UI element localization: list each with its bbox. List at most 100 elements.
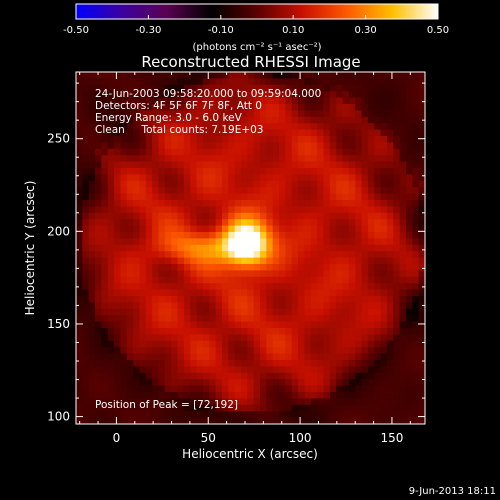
- heatmap-cell: [240, 366, 248, 374]
- heatmap-cell: [285, 276, 293, 284]
- heatmap-cell: [88, 168, 96, 175]
- heatmap-cell: [177, 257, 185, 265]
- heatmap-cell: [202, 193, 210, 201]
- heatmap-cell: [114, 251, 122, 259]
- heatmap-cell: [367, 219, 375, 227]
- heatmap-cell: [329, 257, 337, 265]
- heatmap-cell: [190, 78, 198, 86]
- heatmap-cell: [107, 72, 115, 79]
- heatmap-cell: [145, 276, 153, 284]
- heatmap-cell: [310, 97, 318, 105]
- heatmap-cell: [76, 174, 83, 182]
- heatmap-cell: [228, 212, 236, 220]
- heatmap-cell: [266, 404, 274, 412]
- heatmap-cell: [272, 180, 280, 188]
- heatmap-cell: [209, 321, 217, 329]
- heatmap-cell: [260, 148, 267, 156]
- heatmap-cell: [202, 232, 210, 239]
- heatmap-cell: [164, 129, 172, 137]
- heatmap-cell: [101, 411, 109, 419]
- heatmap-cell: [279, 232, 286, 239]
- heatmap-cell: [367, 347, 375, 355]
- heatmap-cell: [412, 232, 420, 239]
- heatmap-cell: [209, 353, 217, 361]
- heatmap-cell: [228, 84, 236, 92]
- heatmap-cell: [145, 142, 153, 150]
- heatmap-cell: [152, 276, 160, 284]
- heatmap-cell: [317, 340, 325, 348]
- heatmap-cell: [310, 385, 318, 393]
- heatmap-cell: [317, 219, 325, 227]
- heatmap-cell: [76, 289, 83, 297]
- heatmap-cell: [260, 84, 267, 92]
- heatmap-cell: [145, 264, 153, 271]
- heatmap-cell: [310, 270, 318, 278]
- heatmap-cell: [196, 180, 204, 188]
- heatmap-cell: [285, 353, 293, 361]
- heatmap-cell: [196, 168, 204, 175]
- heatmap-cell: [171, 116, 179, 124]
- heatmap-cell: [374, 340, 382, 348]
- heatmap-cell: [323, 110, 331, 118]
- heatmap-cell: [380, 180, 388, 188]
- heatmap-cell: [183, 315, 191, 323]
- heatmap-cell: [126, 174, 134, 182]
- heatmap-cell: [279, 129, 286, 137]
- heatmap-cell: [158, 187, 166, 195]
- colorbar-ticks: -0.50 -0.30 -0.10 0.10 0.30 0.50: [63, 15, 449, 36]
- heatmap-cell: [88, 155, 96, 163]
- heatmap-cell: [177, 129, 185, 137]
- heatmap-cell: [190, 148, 198, 156]
- heatmap-cell: [266, 161, 274, 169]
- heatmap-cell: [272, 283, 280, 291]
- heatmap-cell: [393, 97, 401, 105]
- heatmap-cell: [253, 353, 261, 361]
- heatmap-cell: [355, 84, 363, 92]
- heatmap-cell: [393, 225, 401, 233]
- heatmap-cell: [101, 302, 109, 310]
- heatmap-cell: [183, 142, 191, 150]
- heatmap-cell: [158, 104, 166, 111]
- heatmap-cell: [114, 116, 122, 124]
- heatmap-cell: [412, 174, 420, 182]
- heatmap-cell: [298, 251, 306, 259]
- heatmap-cell: [133, 340, 141, 348]
- heatmap-cell: [412, 302, 420, 310]
- heatmap-cell: [285, 212, 293, 220]
- heatmap-cell: [158, 257, 166, 265]
- heatmap-cell: [88, 276, 96, 284]
- heatmap-cell: [152, 97, 160, 105]
- heatmap-cell: [253, 276, 261, 284]
- heatmap-cell: [171, 219, 179, 227]
- heatmap-cell: [114, 104, 122, 111]
- heatmap-cell: [126, 251, 134, 259]
- heatmap-cell: [336, 296, 344, 303]
- heatmap-cell: [139, 289, 147, 297]
- heatmap-cell: [342, 219, 350, 227]
- heatmap-cell: [329, 136, 337, 143]
- heatmap-cell: [152, 360, 160, 367]
- heatmap-cell: [247, 161, 255, 169]
- heatmap-cell: [317, 334, 325, 342]
- heatmap-cell: [202, 244, 210, 252]
- heatmap-cell: [228, 91, 236, 99]
- heatmap-cell: [88, 392, 96, 399]
- heatmap-cell: [405, 219, 413, 227]
- heatmap-cell: [126, 193, 134, 201]
- heatmap-cell: [361, 136, 369, 143]
- heatmap-cell: [285, 110, 293, 118]
- heatmap-cell: [202, 161, 210, 169]
- heatmap-cell: [386, 123, 394, 131]
- heatmap-cell: [380, 417, 388, 424]
- heatmap-cell: [298, 296, 306, 303]
- heatmap-cell: [202, 129, 210, 137]
- heatmap-cell: [418, 136, 425, 143]
- heatmap-cell: [196, 398, 204, 406]
- heatmap-cell: [171, 283, 179, 291]
- heatmap-cell: [279, 392, 286, 399]
- heatmap-cell: [82, 168, 90, 175]
- heatmap-cell: [310, 206, 318, 214]
- heatmap-cell: [285, 302, 293, 310]
- heatmap-cell: [183, 411, 191, 419]
- heatmap-cell: [101, 232, 109, 239]
